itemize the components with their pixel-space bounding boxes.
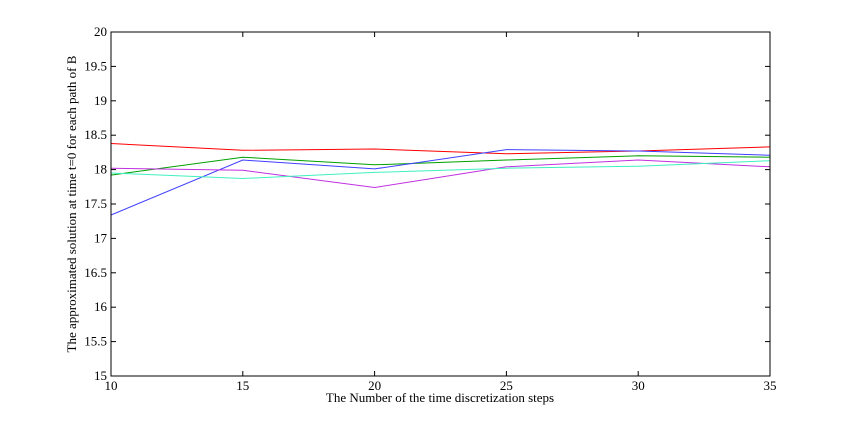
- series-line-3: [110, 149, 771, 216]
- y-tick-label: 18: [94, 162, 107, 177]
- y-tick-label: 19.5: [84, 58, 107, 73]
- series-line-1: [110, 143, 771, 155]
- y-tick-label: 15.5: [84, 334, 107, 349]
- series-line-2: [110, 155, 771, 176]
- x-tick-label: 25: [500, 378, 513, 393]
- y-tick-label: 16.5: [84, 265, 107, 280]
- y-tick-label: 18.5: [84, 127, 107, 142]
- y-tick-label: 20: [94, 24, 107, 39]
- y-tick-label: 16: [94, 299, 108, 314]
- x-tick-label: 35: [764, 378, 777, 393]
- y-tick-label: 17.5: [84, 196, 107, 211]
- x-tick-label: 20: [368, 378, 381, 393]
- y-tick-label: 17: [94, 230, 108, 245]
- series-line-5: [110, 160, 771, 180]
- x-tick-label: 30: [632, 378, 645, 393]
- x-tick-label: 10: [105, 378, 118, 393]
- y-axis-title: The approximated solution at time t=0 fo…: [64, 55, 79, 352]
- x-axis-title: The Number of the time discretization st…: [326, 390, 554, 405]
- y-tick-label: 19: [94, 93, 107, 108]
- x-tick-label: 15: [236, 378, 249, 393]
- series-line-4: [110, 159, 771, 189]
- y-tick-label: 15: [94, 368, 107, 383]
- plot-frame: [110, 31, 771, 377]
- ticks-layer: 10 15 20 25 30 351515.51616.51717.51818.51919…: [84, 24, 776, 393]
- series-layer: [110, 143, 771, 216]
